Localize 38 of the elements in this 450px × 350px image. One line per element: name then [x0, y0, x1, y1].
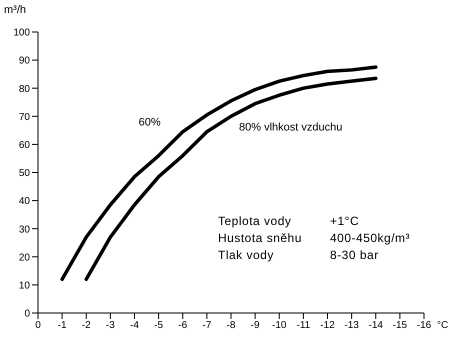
x-tick-label: 0	[35, 320, 42, 332]
annotation: 8-30 bar	[330, 248, 379, 262]
x-tick-label: -9	[250, 320, 260, 332]
x-tick-label: -10	[272, 320, 287, 332]
annotation: 400-450kg/m³	[330, 231, 410, 245]
x-tick-label: -11	[296, 320, 311, 332]
y-tick-label: 0	[24, 308, 30, 320]
x-tick-label: -2	[82, 320, 92, 332]
annotation: Teplota vody	[218, 214, 292, 228]
x-tick-label: -5	[154, 320, 164, 332]
x-tick-label: -8	[226, 320, 236, 332]
x-tick-label: -16	[416, 320, 432, 332]
y-tick-label: 90	[18, 56, 30, 67]
y-tick-label: 70	[18, 112, 30, 123]
y-axis-title: m³/h	[4, 4, 26, 16]
y-tick-label: 60	[18, 140, 30, 151]
x-tick-label: -4	[130, 320, 140, 332]
y-tick-label: 100	[13, 28, 30, 39]
y-tick-label: 10	[18, 280, 30, 292]
x-tick-label: -12	[320, 320, 336, 332]
y-tick-label: 50	[18, 168, 30, 180]
x-tick-label: -14	[368, 320, 384, 332]
y-tick-label: 20	[18, 252, 30, 264]
series-label: 60%	[138, 116, 161, 129]
x-tick-label: -7	[202, 320, 212, 332]
y-tick-label: 40	[18, 196, 30, 208]
x-tick-label: -3	[106, 320, 116, 332]
series-label: 80% vlhkost vzduchu	[239, 121, 342, 134]
annotation: Hustota sněhu	[218, 231, 302, 245]
x-tick-label: -6	[178, 320, 188, 332]
y-tick-label: 80	[18, 84, 30, 95]
x-axis-title: °C	[437, 320, 448, 331]
x-tick-label: -13	[344, 320, 360, 332]
x-tick-label: -15	[392, 320, 408, 332]
x-tick-label: -1	[58, 320, 67, 332]
annotation: +1°C	[330, 214, 360, 228]
annotation: Tlak vody	[218, 248, 274, 262]
y-tick-label: 30	[18, 224, 30, 236]
